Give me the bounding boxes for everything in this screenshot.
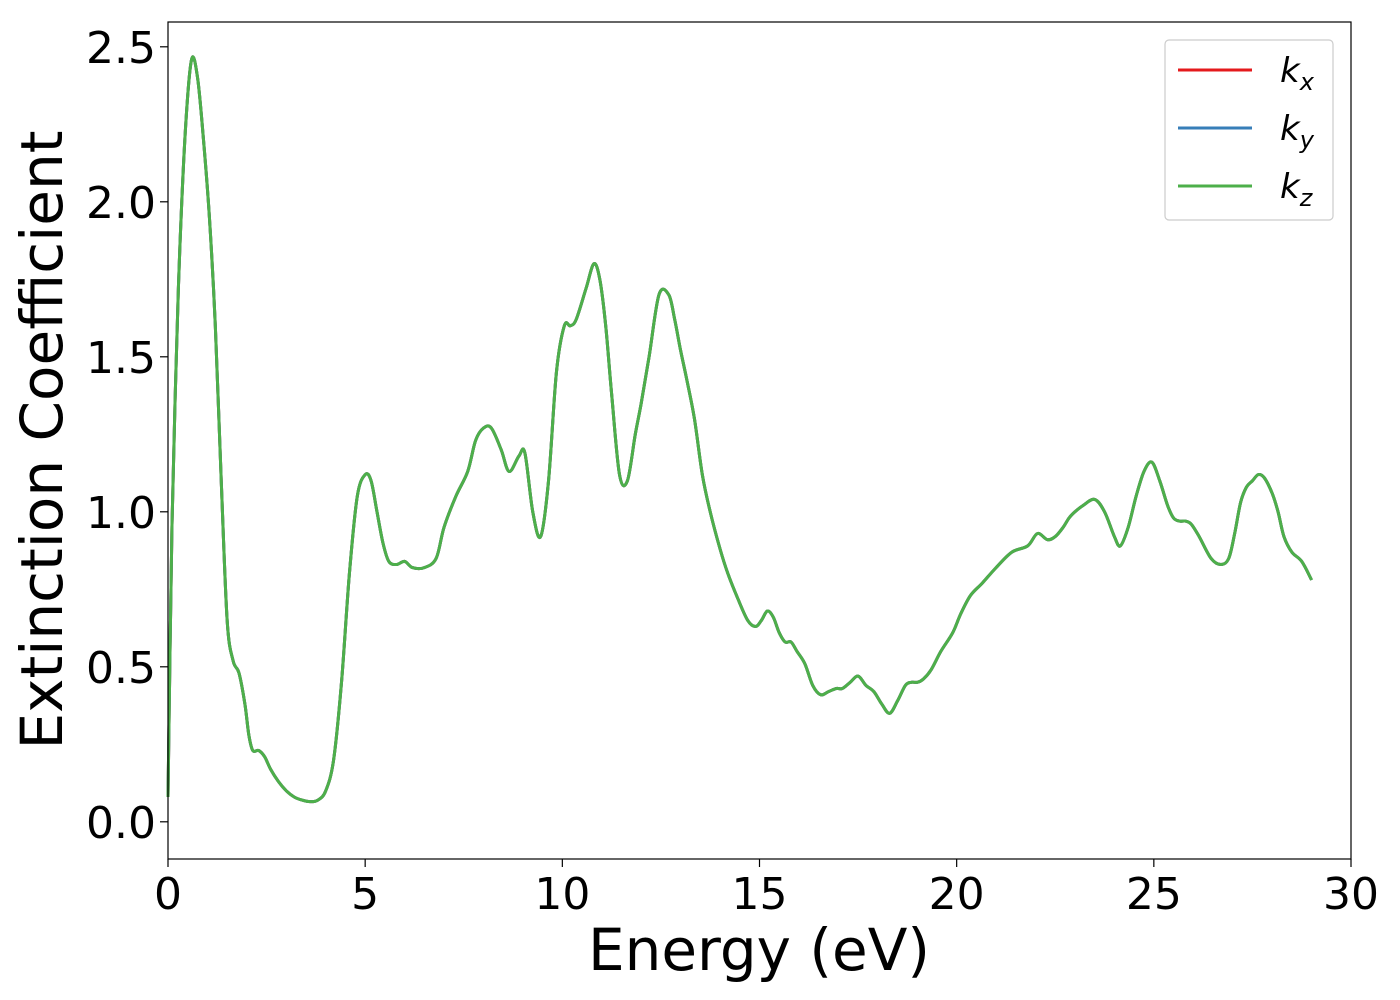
series-layer — [166, 55, 1313, 804]
legend: kx ky kz — [1164, 39, 1334, 221]
y-tick-label: 1.0 — [86, 488, 156, 539]
x-tick-label: 30 — [1323, 869, 1379, 920]
series-line-k-z — [166, 55, 1313, 804]
y-tick-label: 2.5 — [86, 23, 156, 74]
y-axis-label: Extinction Coefficient — [8, 131, 76, 750]
y-tick-label: 0.0 — [86, 798, 156, 849]
x-tick-label: 15 — [732, 869, 788, 920]
x-tick-label: 5 — [351, 869, 379, 920]
x-tick-label: 25 — [1126, 869, 1182, 920]
legend-box — [1164, 39, 1334, 221]
x-axis-label: Energy (eV) — [588, 916, 930, 984]
y-axis: 0.0 0.5 1.0 1.5 2.0 2.5 — [86, 23, 168, 849]
x-tick-label: 20 — [929, 869, 985, 920]
x-axis: 0 5 10 15 20 25 30 — [154, 859, 1379, 920]
x-tick-label: 10 — [534, 869, 590, 920]
legend-label-k-x: kx — [1280, 51, 1315, 96]
y-tick-label: 2.0 — [86, 178, 156, 229]
legend-label-k-z: kz — [1280, 167, 1314, 212]
x-tick-label: 0 — [154, 869, 182, 920]
y-tick-label: 0.5 — [86, 643, 156, 694]
y-tick-label: 1.5 — [86, 333, 156, 384]
legend-label-k-y: ky — [1280, 109, 1315, 154]
